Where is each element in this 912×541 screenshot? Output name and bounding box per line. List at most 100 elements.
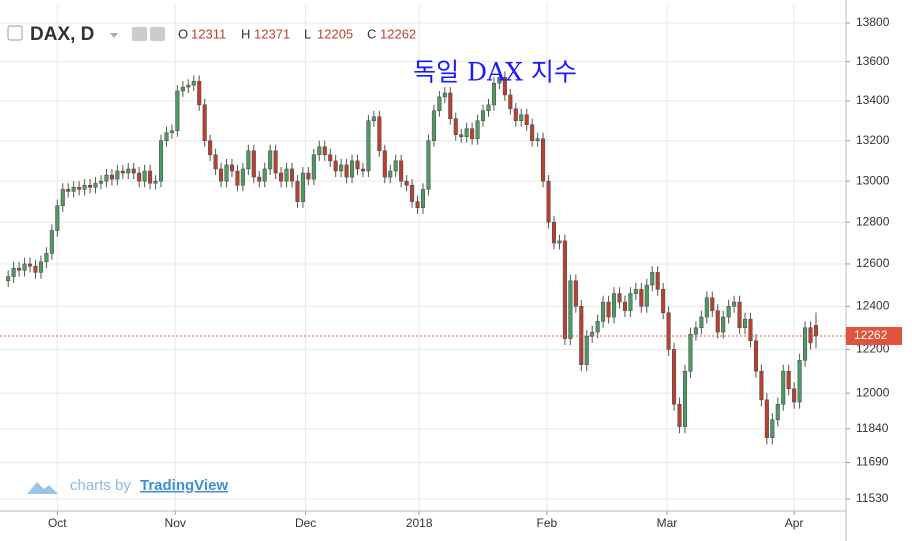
candle-body (650, 272, 655, 286)
candle-body (38, 261, 43, 273)
candle-body (66, 189, 71, 192)
candle-body (27, 263, 33, 267)
candle-body (508, 94, 513, 110)
y-tick-label: 11530 (856, 491, 889, 505)
candle-body (551, 221, 557, 244)
candle-body (808, 327, 813, 344)
candle-body (88, 184, 93, 188)
candle-body (535, 138, 540, 141)
candle-body (284, 168, 289, 182)
y-tick-label: 11690 (856, 455, 889, 469)
candle-body (268, 150, 273, 170)
candle-body (486, 104, 491, 112)
candle-body (470, 128, 475, 139)
candle-body (573, 280, 578, 307)
candle-body (775, 404, 780, 421)
candle-body (33, 265, 38, 273)
watermark-brand[interactable]: TradingView (140, 477, 228, 494)
candle-body (497, 77, 502, 84)
candle-body (366, 120, 371, 172)
candle-body (726, 306, 731, 318)
candle-body (300, 172, 305, 202)
candle-body (257, 176, 262, 182)
candle-body (246, 150, 251, 170)
symbol-icon[interactable] (7, 25, 23, 41)
candle-body (459, 134, 464, 137)
y-tick-label: 13000 (856, 173, 890, 187)
candle-body (546, 180, 551, 223)
candle-body (541, 138, 546, 182)
candle-body (60, 189, 65, 206)
candle-body (55, 205, 60, 231)
y-tick-label: 12000 (856, 385, 890, 399)
candle-body (355, 160, 360, 170)
ohlc-value: 12371 (254, 26, 290, 41)
y-tick-label: 13200 (856, 133, 890, 147)
candle-body (491, 82, 496, 106)
candle-body (306, 172, 311, 180)
y-tick-label: 12800 (856, 214, 890, 228)
candle-body (519, 114, 524, 121)
candle-body (584, 336, 589, 365)
candle-body (813, 325, 819, 337)
candle-body (279, 172, 284, 182)
candle-body (158, 140, 164, 182)
candle-body (661, 289, 666, 314)
candle-body (415, 201, 420, 209)
settings-icon[interactable] (132, 27, 147, 41)
candle-body (513, 108, 518, 121)
chart-title: 독일 DAX 지수 (413, 58, 577, 87)
candle-body (606, 301, 611, 318)
candle-body (186, 84, 191, 88)
candle-body (568, 280, 573, 339)
candle-body (764, 399, 769, 438)
candle-body (251, 150, 256, 178)
candle-body (328, 154, 333, 162)
ohlc-legend: O 12311 H 12371 L 12205 C 12262 (178, 26, 416, 41)
candle-body (262, 168, 267, 182)
candle-body (191, 80, 196, 86)
candle-body (803, 327, 808, 361)
candle-body (131, 168, 136, 174)
candle-body (644, 284, 649, 307)
dropdown-arrow[interactable] (110, 33, 118, 38)
candle-body (344, 164, 349, 178)
candle-body (229, 164, 234, 172)
candle-body (677, 404, 682, 427)
ohlc-value: 12205 (317, 26, 353, 41)
candle-body (781, 370, 786, 405)
x-tick-label: Dec (295, 516, 316, 530)
gear-icon[interactable] (150, 27, 165, 41)
candle-body (115, 170, 120, 180)
candle-body (481, 110, 486, 121)
candle-body (224, 164, 229, 182)
candle-body (11, 267, 16, 277)
x-tick-label: 2018 (406, 516, 433, 530)
candle-body (360, 168, 365, 172)
candle-body (699, 316, 704, 329)
candle-body (382, 150, 387, 178)
candle-body (120, 170, 125, 174)
candle-body (753, 340, 758, 372)
candle-body (557, 240, 562, 244)
candle-body (350, 160, 355, 178)
y-tick-label: 12400 (856, 299, 890, 313)
candle-body (688, 334, 693, 372)
candle-body (169, 130, 174, 133)
candle-body (426, 140, 431, 190)
ohlc-label: L (304, 26, 311, 41)
candle-body (715, 310, 720, 333)
candle-body (17, 267, 22, 271)
candle-body (137, 172, 142, 182)
candle-body (219, 168, 224, 182)
candle-body (393, 160, 398, 172)
candle-body (562, 240, 567, 339)
candle-body (475, 120, 480, 139)
candle-body (148, 170, 153, 184)
candle-body (311, 154, 316, 180)
candle-body (126, 168, 131, 174)
watermark-prefix: charts by (70, 477, 131, 494)
y-tick-label: 12600 (856, 256, 890, 270)
candle-body (601, 301, 606, 322)
